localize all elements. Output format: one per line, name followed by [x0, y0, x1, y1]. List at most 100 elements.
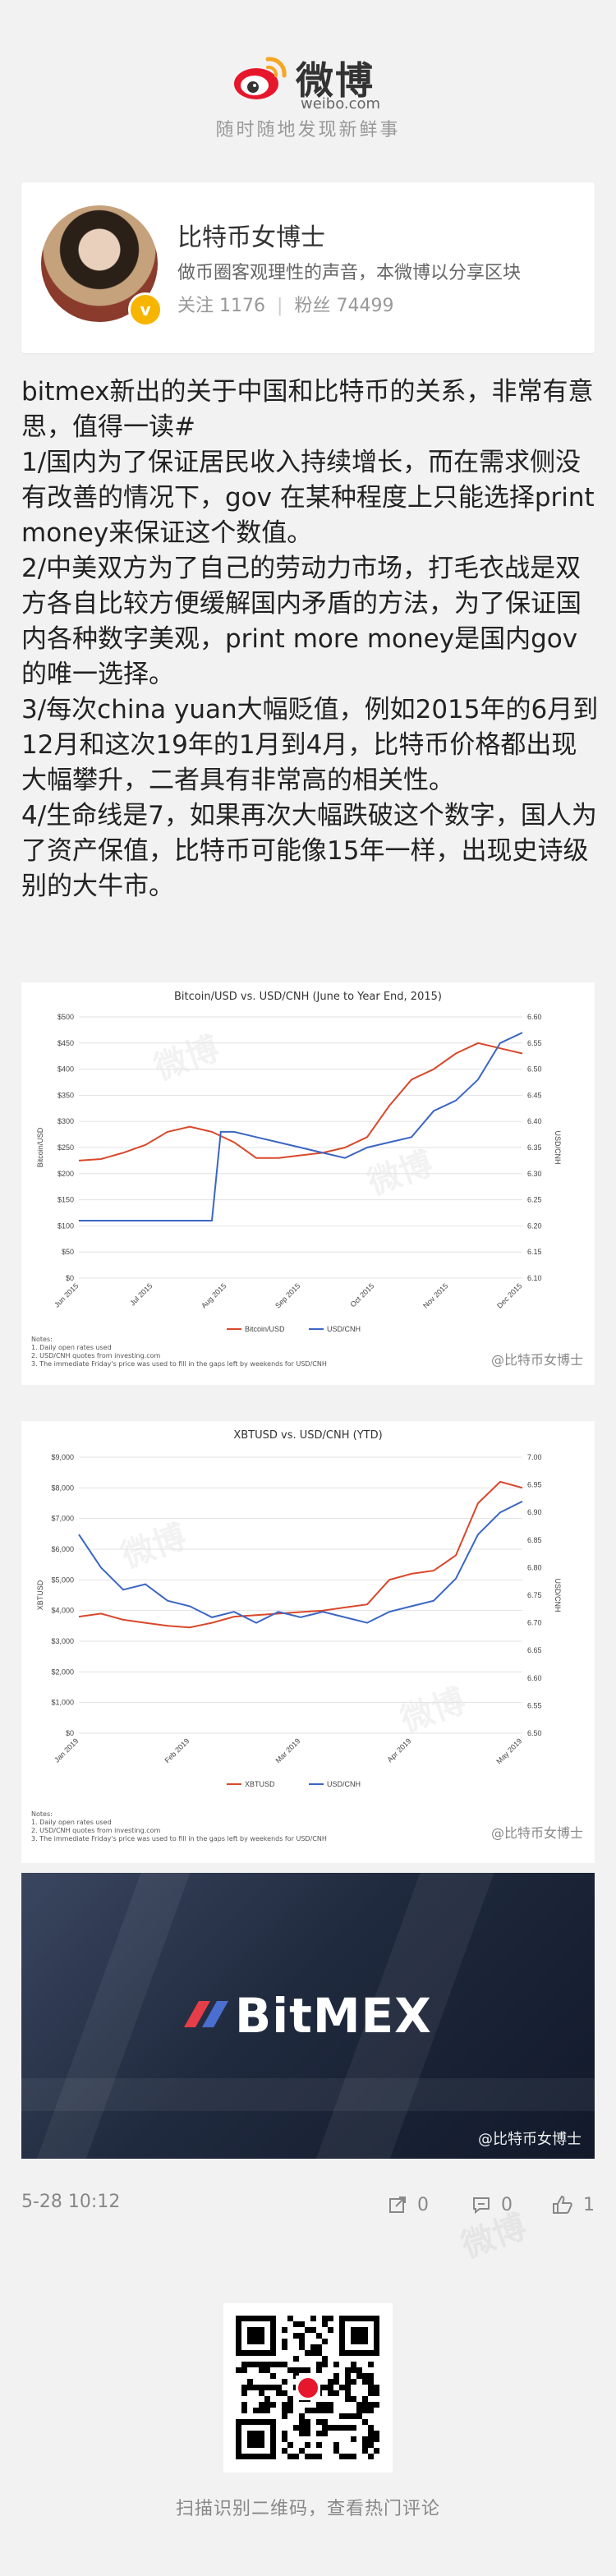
qr-module [322, 2402, 328, 2408]
following-label: 关注 [177, 296, 214, 316]
qr-module [322, 2339, 328, 2344]
bitmex-image[interactable]: BitMEX @比特币女博士 [21, 1873, 595, 2159]
qr-module [333, 2362, 339, 2367]
qr-module [351, 2436, 356, 2442]
qr-module [259, 2362, 264, 2367]
qr-module [259, 2385, 264, 2390]
qr-module [368, 2373, 374, 2379]
qr-module [259, 2367, 264, 2373]
like-button[interactable]: 1 [552, 2188, 595, 2221]
y-tick-label: $350 [57, 1091, 74, 1099]
weibo-eye-icon [234, 57, 287, 99]
y2-tick-label: 6.80 [527, 1563, 542, 1571]
qr-module [287, 2454, 293, 2459]
comment-button[interactable]: 0 [471, 2188, 513, 2221]
y-tick-label: $4,000 [51, 1607, 74, 1615]
qr-module [293, 2425, 299, 2431]
qr-code[interactable] [223, 2303, 393, 2472]
profile-name[interactable]: 比特币女博士 [177, 223, 325, 252]
y2-tick-label: 6.30 [527, 1170, 542, 1178]
qr-module [241, 2408, 247, 2413]
qr-module [282, 2436, 287, 2442]
chart-xbt-cnh-2019: 微博 微博 XBTUSD vs. USD/CNH (YTD) $0 $1,000 $… [21, 1421, 595, 1863]
qr-module [345, 2390, 351, 2396]
y-tick-label: $3,000 [51, 1637, 74, 1645]
qr-module [282, 2339, 287, 2344]
y-tick-label: $50 [62, 1248, 74, 1256]
qr-module [316, 2454, 322, 2459]
qr-module [316, 2333, 322, 2339]
y2-axis-label: USD/CNH [554, 1578, 562, 1612]
y-tick-label: $8,000 [51, 1484, 74, 1492]
qr-module [282, 2413, 287, 2419]
y-tick-label: $6,000 [51, 1545, 74, 1553]
qr-module [282, 2344, 287, 2350]
qr-module [345, 2385, 351, 2390]
x-tick-label: Apr 2019 [386, 1736, 413, 1764]
qr-module [345, 2367, 351, 2373]
qr-module [247, 2362, 253, 2367]
qr-module [362, 2402, 368, 2408]
qr-module [345, 2413, 351, 2419]
x-tick-label: May 2019 [494, 1736, 523, 1765]
legend-label: USD/CNH [327, 1780, 361, 1788]
qr-module [305, 2408, 310, 2413]
qr-module [368, 2385, 374, 2390]
y-tick-label: $300 [57, 1117, 74, 1125]
qr-module [345, 2373, 351, 2379]
qr-module [328, 2408, 333, 2413]
y2-tick-label: 6.85 [527, 1536, 542, 1544]
qr-module [282, 2379, 287, 2385]
qr-module [316, 2419, 322, 2425]
qr-module [293, 2321, 299, 2327]
chart-title: XBTUSD vs. USD/CNH (YTD) [233, 1429, 383, 1442]
y2-tick-label: 6.45 [527, 1091, 542, 1099]
image-watermark: @比特币女博士 [478, 2131, 582, 2148]
y-tick-label: $5,000 [51, 1576, 74, 1584]
qr-module [276, 2362, 282, 2367]
qr-module [264, 2362, 270, 2367]
y-tick-label: $0 [66, 1729, 74, 1737]
series-line [79, 1032, 523, 1221]
profile-stats: 关注 1176 | 粉丝 74499 [177, 291, 393, 317]
qr-module [328, 2425, 333, 2431]
qr-module [345, 2425, 351, 2431]
qr-module [362, 2448, 368, 2454]
qr-module [322, 2356, 328, 2362]
qr-module [322, 2321, 328, 2327]
qr-module [351, 2413, 356, 2419]
x-tick-label: Mar 2019 [274, 1736, 301, 1764]
chart-notes: Notes: 1. Daily open rates used 2. USD/C… [31, 1810, 327, 1842]
qr-module [322, 2419, 328, 2425]
qr-module [374, 2431, 379, 2436]
qr-module [316, 2362, 322, 2367]
bitmex-logo-text: BitMEX [235, 1988, 432, 2044]
y2-tick-label: 6.90 [527, 1508, 542, 1516]
qr-module [299, 2419, 305, 2425]
qr-module [351, 2362, 356, 2367]
qr-module [333, 2442, 339, 2448]
qr-module [293, 2367, 299, 2373]
repost-button[interactable]: 0 [388, 2188, 429, 2221]
qr-module [299, 2339, 305, 2344]
qr-module [305, 2431, 310, 2436]
qr-module [368, 2402, 374, 2408]
qr-module [322, 2362, 328, 2367]
y2-tick-label: 6.95 [527, 1481, 542, 1489]
qr-module [328, 2390, 333, 2396]
chart-svg: $0 $1,000 $2,000 $3,000 $4,000 $5,000 $6,000 $7… [36, 1453, 562, 1788]
qr-module [259, 2408, 264, 2413]
profile-card[interactable]: v 比特币女博士 做币圈客观理性的声音，本微博以分享区块 关注 1176 | 粉丝 … [21, 182, 595, 353]
qr-module [305, 2442, 310, 2448]
weibo-logo[interactable]: 微博 weibo.com [0, 48, 616, 113]
qr-module [339, 2413, 345, 2419]
qr-module [299, 2333, 305, 2339]
qr-module [374, 2436, 379, 2442]
series-line [78, 1500, 523, 1624]
qr-module [356, 2373, 362, 2379]
qr-module [351, 2454, 356, 2459]
qr-finder [247, 2431, 264, 2448]
like-count: 1 [583, 2194, 595, 2215]
qr-module [368, 2362, 374, 2367]
qr-module [368, 2436, 374, 2442]
